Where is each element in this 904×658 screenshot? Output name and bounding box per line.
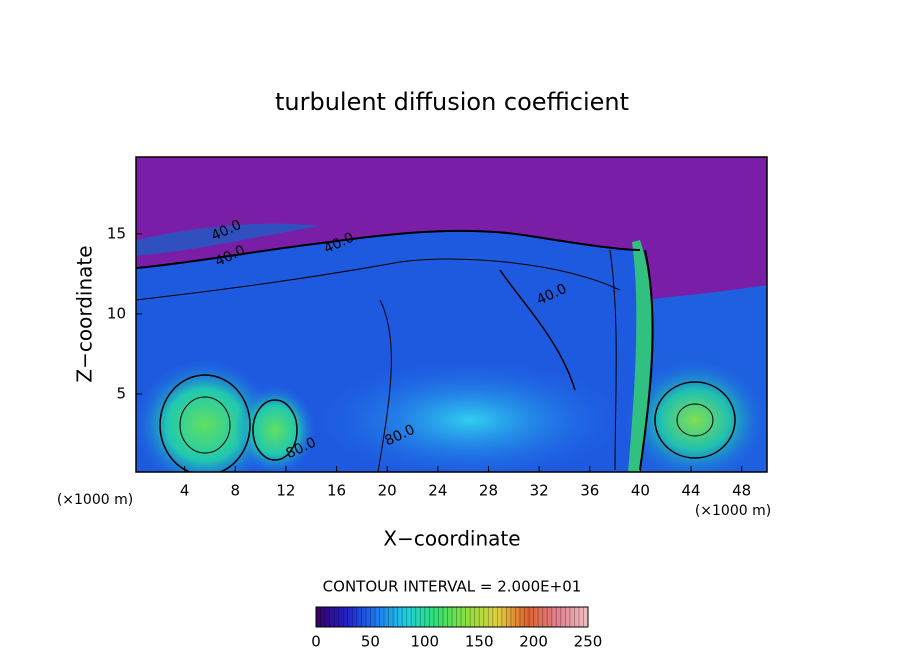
- x-tick-label: 40: [631, 482, 650, 500]
- colorbar-tick-label: 100: [410, 633, 439, 651]
- field: [136, 157, 767, 472]
- y-tick-label: 10: [107, 304, 126, 322]
- y-tick-label: 5: [116, 384, 126, 402]
- y-tick-label: 15: [107, 224, 126, 242]
- x-tick-label: 4: [180, 482, 190, 500]
- x-tick-label: 28: [479, 482, 498, 500]
- colorbar-tick-label: 250: [574, 633, 603, 651]
- x-unit-label: (×1000 m): [57, 492, 133, 508]
- x-tick-label: 24: [428, 482, 447, 500]
- x-tick-label: 32: [530, 482, 549, 500]
- x-tick-label: 36: [580, 482, 599, 500]
- x-axis-label: X−coordinate: [383, 527, 520, 551]
- y-axis-label: Z−coordinate: [73, 245, 97, 382]
- colorbar-tick-label: 150: [465, 633, 494, 651]
- x-tick-label: 20: [378, 482, 397, 500]
- x-unit-label: (×1000 m): [695, 503, 771, 519]
- colorbar-tick-label: 50: [361, 633, 380, 651]
- x-tick-label: 44: [681, 482, 700, 500]
- colorbar-tick-label: 0: [311, 633, 321, 651]
- plot-frame: [135, 156, 768, 473]
- colorbar-tick-label: 200: [519, 633, 548, 651]
- chart-title: turbulent diffusion coefficient: [275, 88, 629, 116]
- colorbar: [315, 606, 589, 628]
- x-tick-label: 8: [231, 482, 241, 500]
- contour-interval: CONTOUR INTERVAL = 2.000E+01: [323, 578, 582, 596]
- x-tick-label: 12: [276, 482, 295, 500]
- x-tick-label: 48: [732, 482, 751, 500]
- x-tick-label: 16: [327, 482, 346, 500]
